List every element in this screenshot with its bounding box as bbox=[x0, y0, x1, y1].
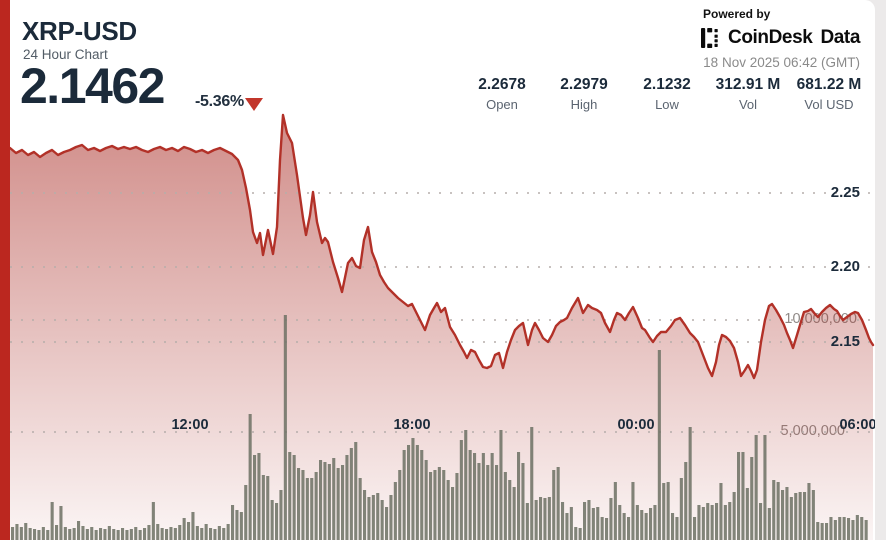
price-line bbox=[8, 113, 875, 380]
price-area-fill bbox=[10, 115, 873, 540]
gridlines bbox=[10, 192, 873, 433]
volume-bars bbox=[11, 315, 868, 540]
left-accent-bar bbox=[0, 0, 10, 540]
